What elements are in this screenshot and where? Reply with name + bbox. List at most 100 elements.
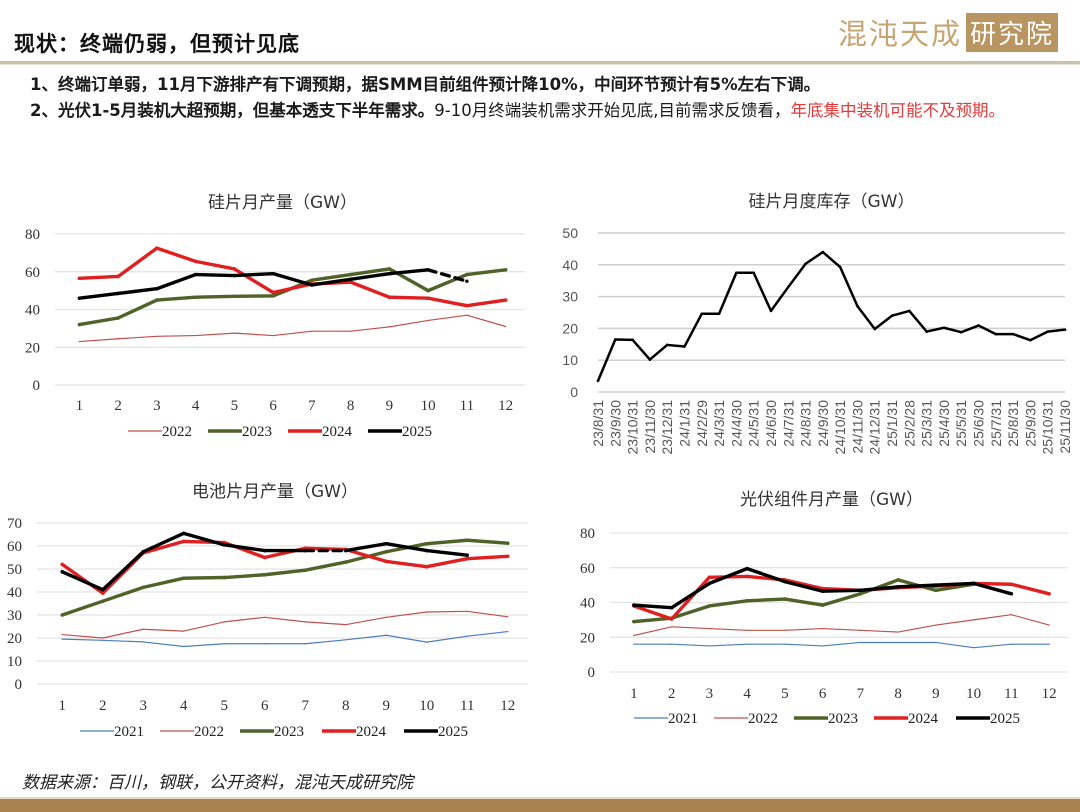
series-2022-segment [196, 333, 235, 335]
series-2023-segment [62, 601, 103, 615]
series-2023-point [142, 586, 145, 589]
series-库存-point [822, 251, 825, 254]
series-2023-point [61, 613, 64, 616]
series-2025-point [1010, 592, 1013, 595]
x-tick-label: 5 [231, 398, 239, 414]
y-tick-label: 10 [7, 654, 22, 670]
series-2025-segment [273, 274, 312, 285]
series-2025-point [670, 606, 673, 609]
series-2022-point [345, 624, 346, 625]
series-库存-segment [684, 314, 701, 347]
series-2021-segment [184, 644, 225, 647]
series-2021-segment [467, 632, 508, 637]
series-2022-point [350, 331, 351, 332]
series-2025-point [194, 273, 197, 276]
series-2022-point [747, 630, 748, 631]
series-2025-segment [157, 275, 196, 289]
series-2025-segment [118, 289, 157, 294]
series-2024-point [78, 277, 81, 280]
series-库存-segment [788, 264, 805, 287]
series-2021-point [264, 643, 265, 644]
series-2022-segment [273, 331, 312, 335]
x-tick-label: 23/11/30 [642, 400, 658, 454]
series-2025-point [745, 567, 748, 570]
series-2023-segment [224, 575, 265, 578]
series-2024-point [506, 555, 509, 558]
y-tick-label: 70 [7, 516, 22, 532]
x-tick-label: 5 [221, 698, 229, 714]
series-2022-point [709, 628, 710, 629]
series-库存-point [631, 339, 634, 342]
series-2025-point [425, 549, 428, 552]
series-2025-point [388, 272, 391, 275]
series-2022-segment [79, 339, 118, 342]
series-2021-point [426, 642, 427, 643]
series-2022-point [505, 326, 506, 327]
series-2021-point [305, 643, 306, 644]
series-2021-point [386, 635, 387, 636]
series-2022-point [822, 628, 823, 629]
series-2021-point [822, 645, 823, 646]
x-tick-label: 2 [114, 398, 122, 414]
series-2022-point [784, 630, 785, 631]
x-tick-label: 25/5/31 [953, 400, 969, 447]
series-2022-segment [974, 615, 1012, 620]
series-库存-point [735, 272, 738, 275]
series-2022-point [973, 619, 974, 620]
series-2021-point [224, 643, 225, 644]
legend-label: 2021 [668, 711, 698, 727]
series-2024-point [1010, 583, 1013, 586]
series-库存-segment [857, 306, 874, 329]
series-2022-point [428, 320, 429, 321]
series-2022-segment [428, 315, 467, 320]
series-2025-point [142, 550, 145, 553]
series-2025-point [101, 588, 104, 591]
series-2022-point [467, 611, 468, 612]
x-tick-label: 2 [99, 698, 107, 714]
series-库存-segment [979, 326, 996, 335]
series-库存-point [1046, 330, 1049, 333]
logo-box-text: 研究院 [966, 13, 1058, 52]
brand-logo: 混沌天成 研究院 [838, 12, 1058, 52]
y-tick-label: 40 [562, 257, 578, 273]
series-库存-segment [650, 345, 667, 360]
series-2022-segment [467, 611, 508, 617]
series-2025-segment [427, 551, 468, 556]
series-库存-segment [1013, 334, 1030, 340]
series-2024-point [385, 560, 388, 563]
series-库存-point [943, 327, 946, 330]
y-tick-label: 0 [588, 665, 596, 681]
series-2024-segment [196, 261, 235, 269]
series-库存-segment [892, 311, 909, 316]
series-2022-segment [936, 620, 974, 625]
series-2023-segment [184, 578, 225, 579]
series-2023-point [233, 295, 236, 298]
series-2023-point [194, 296, 197, 299]
y-tick-label: 30 [7, 608, 22, 624]
series-2021-point [633, 644, 634, 645]
series-2021-point [973, 647, 974, 648]
series-2023-point [155, 298, 158, 301]
series-2022-segment [634, 627, 672, 636]
series-2022-segment [427, 611, 468, 612]
series-2023-point [506, 542, 509, 545]
series-2021-point [935, 642, 936, 643]
x-tick-label: 25/2/28 [901, 400, 917, 447]
series-2025-point [632, 603, 635, 606]
series-2024-segment [386, 561, 427, 566]
series-2025-point [263, 549, 266, 552]
x-tick-label: 25/6/30 [971, 400, 987, 447]
bullet-1: 1、终端订单弱，11月下游排产有下调预期，据SMM目前组件预计降10%，中间环节… [30, 72, 1070, 98]
series-2024-point [465, 304, 468, 307]
series-2023-point [745, 599, 748, 602]
legend-label: 2022 [194, 724, 224, 740]
series-2023-point [504, 268, 507, 271]
series-2022-segment [234, 333, 273, 335]
series-2024-point [182, 540, 185, 543]
series-库存-segment [633, 340, 650, 360]
series-2025-point [465, 279, 468, 282]
bullet-2-normal: 9-10月终端装机需求开始见底,目前需求反馈看， [434, 101, 790, 120]
series-库存-point [614, 338, 617, 341]
series-2023-segment [143, 578, 184, 587]
